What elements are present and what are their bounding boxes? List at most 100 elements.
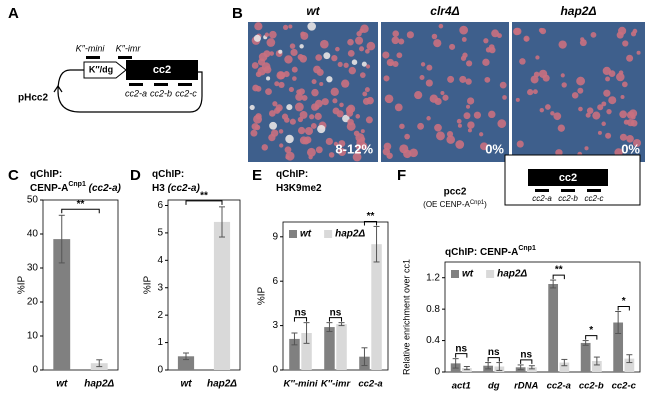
colony: [483, 38, 489, 44]
photo-label: wt: [306, 4, 320, 18]
colony: [285, 155, 290, 160]
x-tick-label: rDNA: [514, 381, 538, 392]
construct-note: (OE CENP-ACnp1): [423, 200, 487, 210]
y-tick-label: 50: [27, 195, 39, 206]
primer-bar: [154, 83, 168, 86]
plot-frame: [167, 199, 241, 371]
colony: [480, 142, 488, 151]
legend-swatch: [486, 270, 495, 278]
y-tick-label: 9: [272, 231, 278, 242]
legend-label: wt: [300, 229, 312, 240]
colony: [391, 36, 400, 45]
bar: [53, 239, 71, 370]
colony: [295, 93, 303, 101]
colony: [605, 76, 611, 82]
colony: [632, 28, 638, 34]
colony: [346, 121, 356, 131]
subtitle: H3K9me2: [276, 183, 322, 194]
y-tick-label: 6: [157, 200, 163, 211]
colony: [270, 129, 279, 137]
colony: [466, 97, 475, 105]
x-tick-label: wt: [180, 379, 192, 390]
construct-name: pcc2: [444, 187, 467, 198]
bar: [559, 362, 570, 372]
colony: [296, 89, 302, 95]
colony: [545, 104, 551, 110]
colony: [317, 124, 326, 134]
colony: [288, 24, 293, 29]
x-tick-label: dg: [488, 381, 500, 392]
colony: [254, 124, 261, 131]
colony: [299, 44, 304, 49]
colony: [616, 31, 624, 39]
colony: [361, 61, 367, 67]
colony: [479, 132, 484, 137]
colony: [365, 49, 370, 54]
colony: [331, 54, 338, 62]
backbone-arrow: [53, 84, 63, 93]
repeat-box: [83, 61, 127, 79]
legend-label: hap2Δ: [335, 229, 365, 240]
colony: [621, 81, 628, 88]
panel-letter: A: [8, 5, 19, 22]
colony: [436, 131, 445, 141]
colony: [352, 152, 362, 162]
colony: [539, 107, 545, 113]
colony: [629, 109, 638, 118]
photo-label: clr4Δ: [430, 4, 459, 18]
colony: [311, 103, 319, 111]
colony: [431, 33, 438, 40]
note: ): [484, 200, 487, 209]
y-tick-label: 0: [434, 367, 440, 378]
colony: [250, 129, 258, 137]
colony: [455, 140, 465, 149]
significance-bracket: [617, 306, 630, 311]
colony: [463, 112, 471, 120]
colony: [446, 135, 456, 144]
colony: [623, 119, 629, 125]
colony: [577, 87, 584, 94]
colony: [602, 66, 611, 76]
title: qChIP: CENP-A: [445, 247, 518, 258]
colony: [601, 121, 606, 127]
colony: [461, 37, 467, 42]
colony: [332, 98, 338, 104]
colony: [466, 60, 473, 67]
x-tick-label: K″-mini: [283, 379, 317, 390]
legend-swatch: [324, 230, 333, 238]
y-tick-label: 2: [157, 310, 163, 321]
colony: [274, 81, 280, 87]
colony: [347, 49, 355, 57]
colony: [315, 146, 323, 154]
colony: [523, 35, 530, 42]
colony: [269, 121, 277, 130]
y-tick-label: 0: [272, 365, 278, 376]
colony: [403, 149, 412, 159]
y-axis-label: %IP: [257, 287, 268, 306]
colony: [601, 101, 607, 107]
colony: [417, 122, 424, 130]
colony: [304, 126, 314, 136]
significance-bracket: [455, 353, 468, 358]
title-sup: Cnp1: [518, 245, 536, 252]
bar: [289, 338, 300, 370]
colony: [269, 30, 277, 39]
significance-label: **: [555, 265, 563, 276]
colony: [360, 129, 365, 134]
y-tick-label: 4: [157, 255, 163, 266]
colony: [597, 104, 604, 111]
colony: [550, 111, 555, 116]
colony: [299, 136, 308, 145]
colony: [335, 46, 340, 52]
colony: [515, 97, 520, 102]
colony: [284, 146, 292, 154]
bar: [526, 367, 537, 372]
title: qChIP:: [152, 169, 184, 180]
colony: [499, 81, 507, 89]
significance-label: **: [367, 211, 375, 222]
insert-box: [528, 169, 608, 186]
colony: [274, 107, 281, 114]
colony: [339, 102, 344, 108]
colony: [353, 130, 360, 137]
colony: [404, 133, 410, 140]
